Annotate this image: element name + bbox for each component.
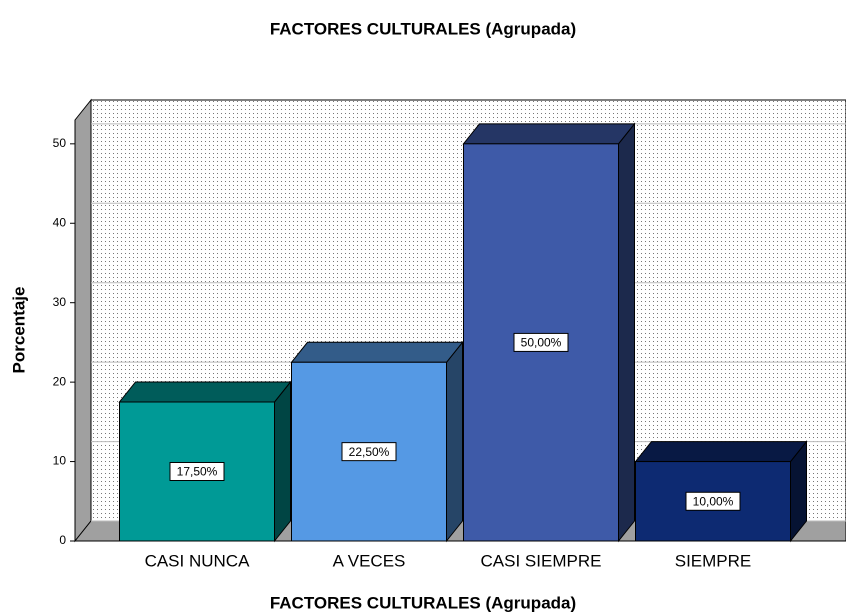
y-tick-label: 0 [59,533,66,547]
bar-top [462,123,636,145]
x-axis-title: FACTORES CULTURALES (Agrupada) [270,593,576,612]
chart-title: FACTORES CULTURALES (Agrupada) [270,19,576,38]
x-tick-label: CASI NUNCA [145,551,251,570]
left-wall [74,98,92,543]
y-tick-label: 20 [53,374,67,388]
bar-side [618,122,635,543]
bar-side [274,380,291,543]
bar-side [446,340,463,543]
y-tick-label: 50 [53,136,67,150]
bar-top [290,341,464,363]
value-label: 17,50% [177,465,218,479]
value-label-box [169,461,225,481]
y-tick-label: 30 [53,295,67,309]
x-tick-label: SIEMPRE [675,551,752,570]
y-axis-title: Porcentaje [9,287,28,374]
x-tick-label: CASI SIEMPRE [481,551,602,570]
y-tick-label: 40 [53,215,67,229]
x-tick-label: A VECES [333,551,406,570]
value-label-box [685,491,741,511]
value-label: 50,00% [521,336,562,350]
bar-top [118,381,292,403]
value-label-box [513,332,569,352]
value-label: 22,50% [349,445,390,459]
y-tick-label: 10 [53,454,67,468]
bar-top [634,441,808,463]
value-label: 10,00% [693,494,734,508]
value-label-box [341,442,397,462]
